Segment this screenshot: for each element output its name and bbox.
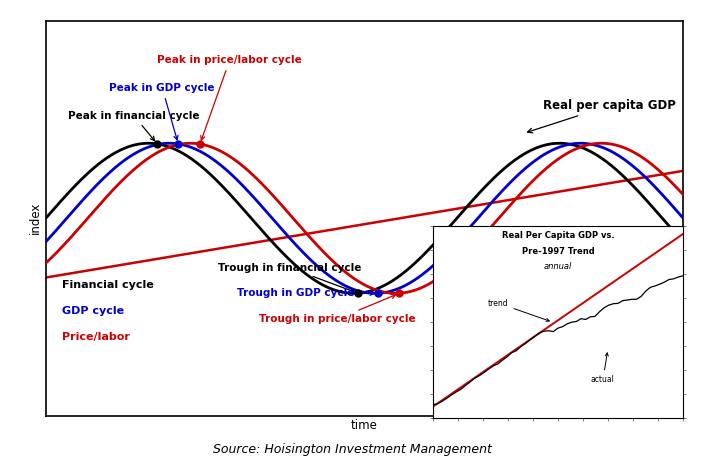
Text: Financial cycle: Financial cycle xyxy=(62,280,153,291)
Text: annual: annual xyxy=(543,262,572,271)
Text: Real Per Capita GDP vs.: Real Per Capita GDP vs. xyxy=(502,231,614,240)
Text: Price/labor: Price/labor xyxy=(62,332,130,342)
Text: Source: Hoisington Investment Management: Source: Hoisington Investment Management xyxy=(213,444,491,456)
Text: Peak in GDP cycle: Peak in GDP cycle xyxy=(110,83,215,140)
Text: Peak in financial cycle: Peak in financial cycle xyxy=(68,110,199,141)
Text: trend: trend xyxy=(488,298,549,322)
Text: Trough in financial cycle: Trough in financial cycle xyxy=(218,263,361,292)
Text: Trough in price/labor cycle: Trough in price/labor cycle xyxy=(259,295,416,324)
Text: Trough in GDP cycle: Trough in GDP cycle xyxy=(237,288,374,298)
X-axis label: time: time xyxy=(351,419,378,432)
Text: Real per capita GDP: Real per capita GDP xyxy=(527,99,676,133)
Text: actual: actual xyxy=(591,353,615,384)
Text: Peak in price/labor cycle: Peak in price/labor cycle xyxy=(157,55,302,140)
Text: GDP cycle: GDP cycle xyxy=(62,306,124,316)
Text: Pre-1997 Trend: Pre-1997 Trend xyxy=(522,247,594,255)
Y-axis label: index: index xyxy=(29,202,42,235)
